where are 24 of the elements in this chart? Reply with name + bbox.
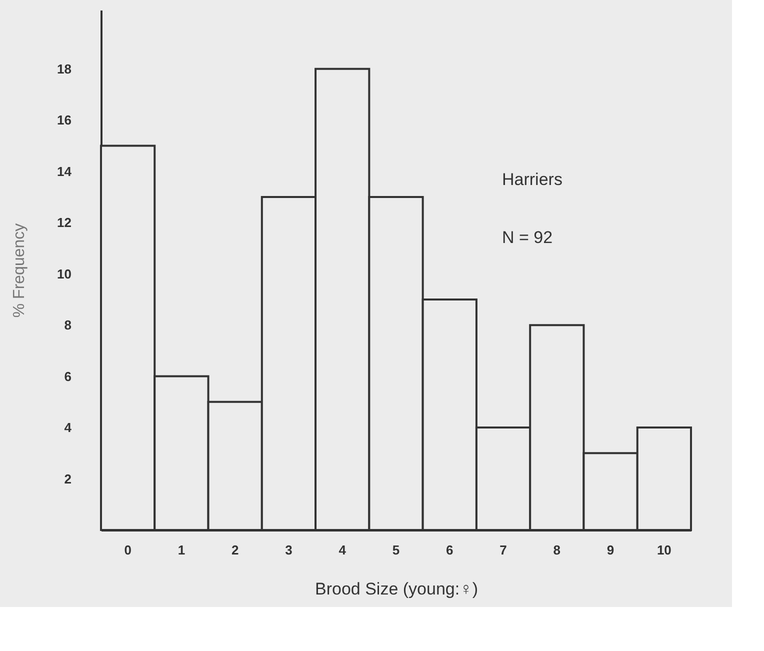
x-tick-label: 5 — [392, 542, 400, 558]
x-tick-label: 3 — [285, 542, 292, 558]
y-tick-label: 10 — [57, 266, 72, 282]
y-tick-label: 16 — [57, 112, 72, 128]
x-axis-title: Brood Size (young:♀) — [315, 580, 478, 598]
y-tick-label: 8 — [64, 318, 72, 333]
y-tick-label: 12 — [57, 215, 72, 230]
y-tick-label: 18 — [57, 61, 72, 76]
x-tick-label: 8 — [553, 542, 561, 558]
x-tick-label: 7 — [500, 542, 507, 558]
x-tick-label: 9 — [606, 542, 614, 558]
x-tick-label: 0 — [124, 542, 132, 558]
y-tick-label: 2 — [64, 471, 72, 486]
x-tick-label: 6 — [446, 542, 454, 558]
x-tick-label: 1 — [178, 542, 186, 558]
annotation: N = 92 — [502, 228, 553, 247]
y-tick-label: 6 — [64, 368, 72, 384]
y-axis-title: % Frequency — [11, 223, 28, 318]
x-tick-label: 10 — [656, 542, 672, 558]
x-tick-label: 2 — [231, 542, 239, 558]
annotation: Harriers — [502, 170, 562, 189]
x-tick-label: 4 — [338, 542, 347, 558]
y-tick-label: 14 — [57, 164, 72, 179]
y-tick-label: 4 — [64, 420, 72, 436]
